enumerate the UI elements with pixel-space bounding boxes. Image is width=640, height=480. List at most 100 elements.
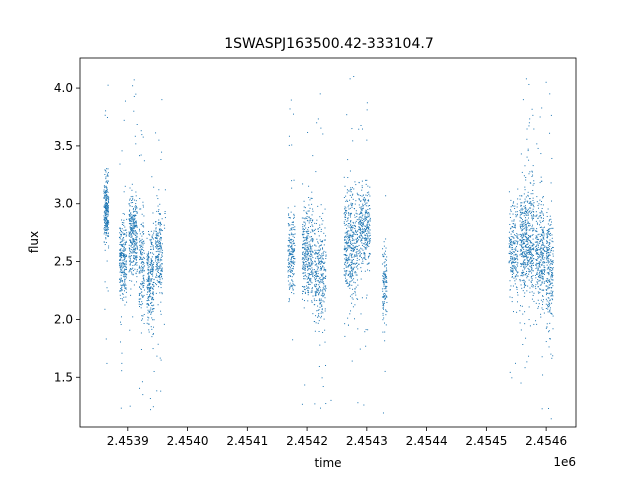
data-point	[382, 293, 384, 295]
data-point	[344, 185, 346, 187]
data-point	[134, 221, 136, 223]
data-point	[541, 244, 543, 246]
data-point	[550, 267, 552, 269]
data-point	[368, 255, 370, 257]
data-point	[307, 287, 309, 289]
data-point	[306, 253, 308, 255]
data-point	[528, 306, 530, 308]
data-point	[516, 286, 518, 288]
data-point	[543, 312, 545, 314]
data-point	[538, 233, 540, 235]
data-point	[139, 286, 141, 288]
data-point	[382, 312, 384, 314]
data-point	[543, 245, 545, 246]
data-point	[141, 261, 143, 263]
data-point	[304, 248, 306, 250]
data-point	[535, 237, 537, 239]
data-point	[118, 237, 120, 239]
data-point	[290, 211, 292, 213]
data-point	[314, 260, 316, 262]
data-point	[160, 237, 162, 239]
data-point	[533, 183, 535, 185]
data-point	[306, 236, 308, 238]
data-point	[141, 241, 143, 243]
data-point	[354, 247, 356, 249]
data-point	[149, 283, 151, 285]
data-point	[368, 226, 370, 228]
data-point	[361, 210, 363, 212]
data-point	[142, 246, 144, 248]
data-point	[542, 242, 544, 244]
data-point	[537, 279, 539, 281]
data-point	[291, 256, 293, 258]
data-point	[303, 233, 305, 235]
data-point	[124, 274, 126, 276]
data-point	[141, 258, 143, 260]
data-point	[510, 269, 511, 271]
data-point	[526, 361, 528, 363]
data-point	[106, 195, 108, 197]
data-point	[304, 221, 306, 223]
data-point	[320, 127, 322, 129]
data-point	[292, 251, 294, 253]
data-point	[538, 207, 540, 209]
data-point	[516, 258, 518, 260]
data-point	[124, 256, 126, 258]
data-point	[309, 248, 311, 250]
data-point	[140, 245, 142, 247]
data-point	[319, 280, 321, 282]
data-point	[310, 247, 312, 249]
data-point	[508, 261, 510, 263]
data-point	[160, 221, 162, 223]
data-point	[384, 295, 386, 297]
data-point	[543, 273, 545, 275]
data-point	[384, 285, 386, 287]
data-point	[552, 262, 554, 264]
data-point	[160, 247, 162, 249]
data-point	[105, 338, 107, 340]
data-point	[509, 213, 511, 215]
data-point	[369, 270, 371, 272]
data-point	[322, 300, 324, 302]
data-point	[140, 304, 142, 306]
data-point	[141, 238, 143, 240]
data-point	[289, 282, 291, 284]
data-point	[546, 212, 548, 214]
data-point	[106, 173, 108, 175]
data-point	[383, 285, 385, 287]
data-point	[139, 230, 141, 232]
data-point	[363, 228, 365, 230]
data-point	[132, 238, 134, 240]
data-point	[354, 282, 356, 284]
data-point	[135, 273, 137, 275]
data-point	[543, 282, 545, 284]
data-point	[151, 243, 153, 245]
data-point	[347, 159, 349, 161]
data-point	[527, 264, 529, 266]
data-point	[351, 260, 353, 262]
data-point	[362, 257, 364, 259]
data-point	[546, 240, 548, 242]
data-point	[303, 262, 305, 264]
data-point	[516, 215, 518, 217]
data-point	[521, 254, 523, 256]
data-point	[106, 217, 108, 219]
data-point	[105, 176, 107, 178]
data-point	[292, 249, 294, 251]
data-point	[519, 234, 521, 236]
data-point	[108, 245, 110, 247]
data-point	[362, 194, 364, 196]
data-point	[319, 306, 321, 308]
data-point	[384, 298, 386, 300]
data-point	[354, 288, 356, 290]
data-point	[302, 234, 304, 236]
data-point	[531, 244, 533, 246]
data-point	[322, 255, 324, 257]
data-point	[306, 217, 308, 219]
data-point	[302, 268, 304, 270]
data-point	[159, 232, 161, 234]
data-point	[545, 285, 547, 287]
data-point	[540, 272, 542, 274]
data-point	[150, 270, 152, 272]
data-point	[106, 216, 108, 218]
